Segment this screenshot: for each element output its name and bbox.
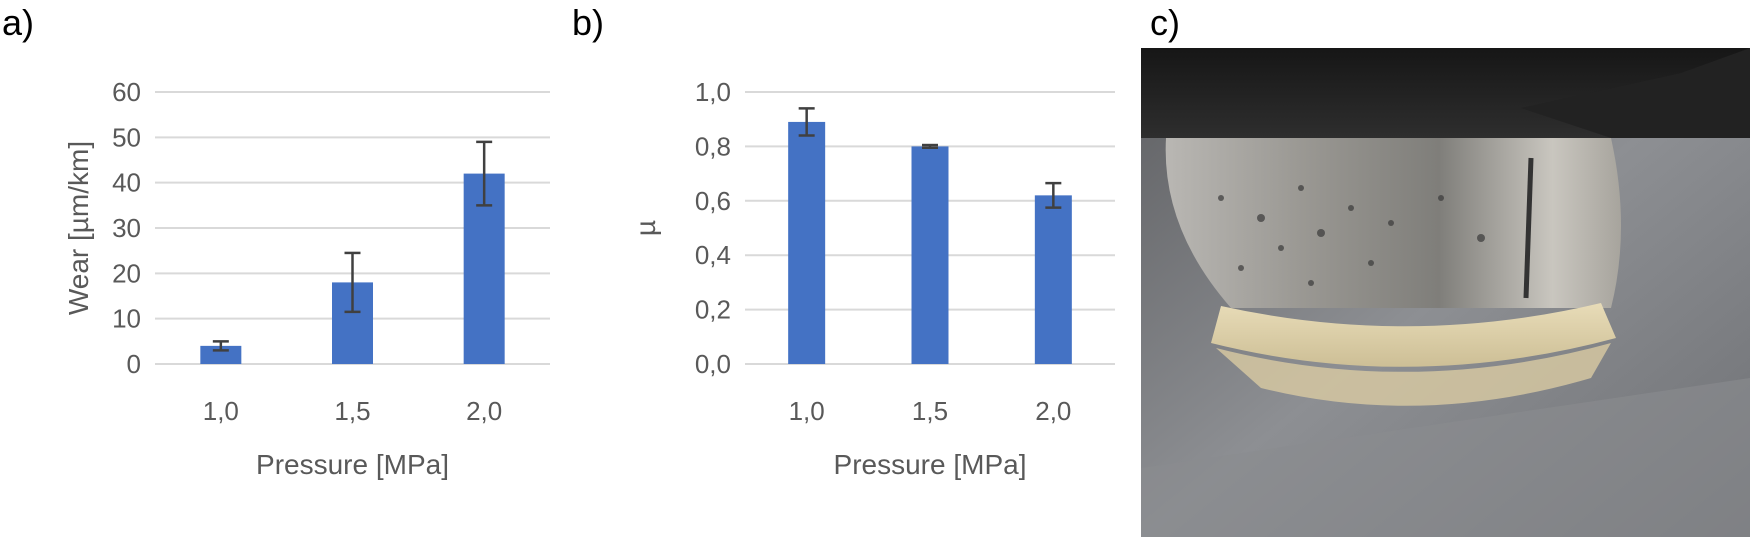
y-tick-label: 30 <box>112 213 141 243</box>
panel-label-a: a) <box>2 2 35 43</box>
specimen-photo <box>1141 48 1750 537</box>
panel-label-b: b) <box>572 2 605 43</box>
y-tick-label: 20 <box>112 258 141 288</box>
bar <box>1034 195 1072 364</box>
bar <box>200 345 242 364</box>
x-tick-label: 1,0 <box>789 396 825 426</box>
y-tick-label: 0,2 <box>695 295 731 325</box>
y-axis-title: µ <box>630 220 661 236</box>
y-tick-label: 0,4 <box>695 240 731 270</box>
x-tick-label: 1,0 <box>203 396 239 426</box>
y-tick-label: 0,6 <box>695 186 731 216</box>
friction-chart: 0,0 0,2 0,4 0,6 0,8 1,0 1,0 1,5 2,0 Pressure [MPa… <box>630 77 1115 480</box>
x-tick-label: 1,5 <box>912 396 948 426</box>
bar <box>911 146 949 364</box>
y-tick-label: 60 <box>112 77 141 107</box>
y-tick-label: 1,0 <box>695 77 731 107</box>
y-axis-title: Wear [µm/km] <box>63 141 94 315</box>
x-tick-label: 1,5 <box>334 396 370 426</box>
y-tick-label: 40 <box>112 168 141 198</box>
x-axis-title: Pressure [MPa] <box>256 449 449 480</box>
panel-label-c: c) <box>1150 2 1180 43</box>
y-tick-label: 0,8 <box>695 131 731 161</box>
wear-chart: 0 10 20 30 40 50 60 1,0 1,5 2,0 Pressure [MPa] Wear… <box>63 77 550 480</box>
y-tick-label: 0 <box>127 349 141 379</box>
x-tick-label: 2,0 <box>1035 396 1071 426</box>
bar <box>788 121 826 364</box>
x-tick-label: 2,0 <box>466 396 502 426</box>
x-axis-title: Pressure [MPa] <box>834 449 1027 480</box>
y-tick-label: 0,0 <box>695 349 731 379</box>
y-tick-label: 10 <box>112 304 141 334</box>
y-tick-label: 50 <box>112 122 141 152</box>
